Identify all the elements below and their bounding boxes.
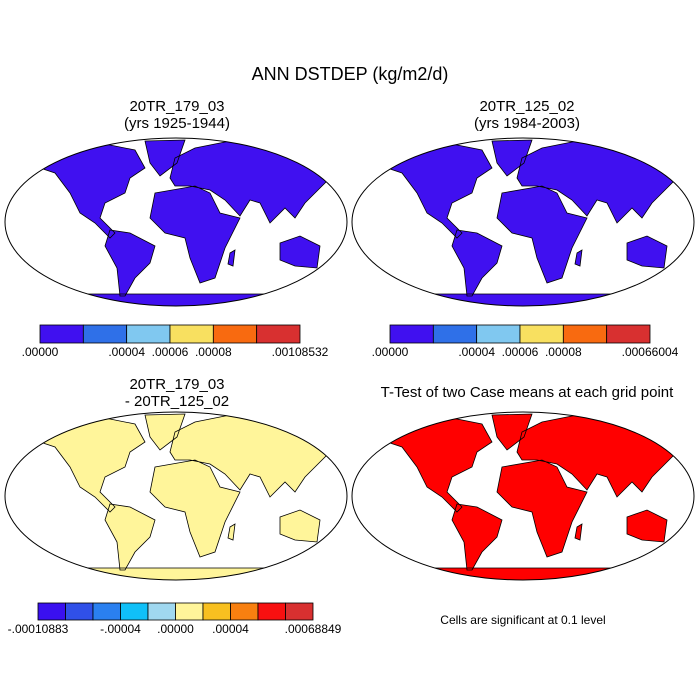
panel-title: 20TR_179_03 bbox=[129, 376, 224, 393]
map bbox=[351, 411, 695, 581]
colorbar-label: .00068849 bbox=[285, 622, 342, 636]
colorbar-box bbox=[256, 324, 301, 344]
panel-title: 20TR_125_02 bbox=[479, 98, 574, 115]
colorbar-label: .00000 bbox=[157, 622, 194, 636]
colorbar-box bbox=[476, 324, 521, 344]
colorbar-box bbox=[389, 324, 434, 344]
panel-title: T-Test of two Case means at each grid po… bbox=[381, 384, 674, 401]
colorbar-box bbox=[147, 602, 176, 621]
colorbar-box bbox=[212, 324, 258, 344]
colorbar-box bbox=[37, 602, 66, 621]
colorbar-box bbox=[562, 324, 608, 344]
panel-title: 20TR_179_03 bbox=[129, 98, 224, 115]
map bbox=[351, 137, 695, 307]
colorbar-label: .00004 bbox=[212, 622, 249, 636]
colorbar-label: -.00010883 bbox=[8, 622, 69, 636]
colorbar-box bbox=[169, 324, 214, 344]
colorbar-label: .00006 bbox=[502, 345, 539, 359]
colorbar-label: .00004 bbox=[458, 345, 495, 359]
colorbar-box bbox=[65, 602, 94, 621]
colorbar-label: .00066004 bbox=[622, 345, 679, 359]
colorbar-label: -.00004 bbox=[100, 622, 141, 636]
colorbar-box bbox=[230, 602, 259, 621]
colorbar-box bbox=[606, 324, 651, 344]
panel-subtitle: (yrs 1984-2003) bbox=[474, 115, 580, 132]
colorbar-box bbox=[202, 602, 231, 621]
colorbar-label: .00008 bbox=[195, 345, 232, 359]
figure-title: ANN DSTDEP (kg/m2/d) bbox=[252, 64, 449, 84]
colorbar-box bbox=[92, 602, 121, 621]
colorbar-label: .00008 bbox=[545, 345, 582, 359]
colorbar-label: .00000 bbox=[22, 345, 59, 359]
panel-subtitle: - 20TR_125_02 bbox=[125, 393, 229, 410]
panel-note: Cells are significant at 0.1 level bbox=[440, 613, 605, 627]
colorbar-label: .00006 bbox=[152, 345, 189, 359]
colorbar-box bbox=[257, 602, 286, 621]
colorbar-box bbox=[82, 324, 128, 344]
colorbar-box bbox=[432, 324, 478, 344]
panel-subtitle: (yrs 1925-1944) bbox=[124, 115, 230, 132]
colorbar-box bbox=[39, 324, 84, 344]
colorbar-box bbox=[519, 324, 564, 344]
map bbox=[4, 411, 348, 581]
colorbar-box bbox=[120, 602, 149, 621]
colorbar-box bbox=[285, 602, 314, 621]
colorbar-label: .00000 bbox=[372, 345, 409, 359]
colorbar-box bbox=[175, 602, 204, 621]
colorbar-box bbox=[126, 324, 171, 344]
colorbar-label: .00004 bbox=[108, 345, 145, 359]
map bbox=[4, 137, 348, 307]
colorbar-label: .00108532 bbox=[272, 345, 329, 359]
